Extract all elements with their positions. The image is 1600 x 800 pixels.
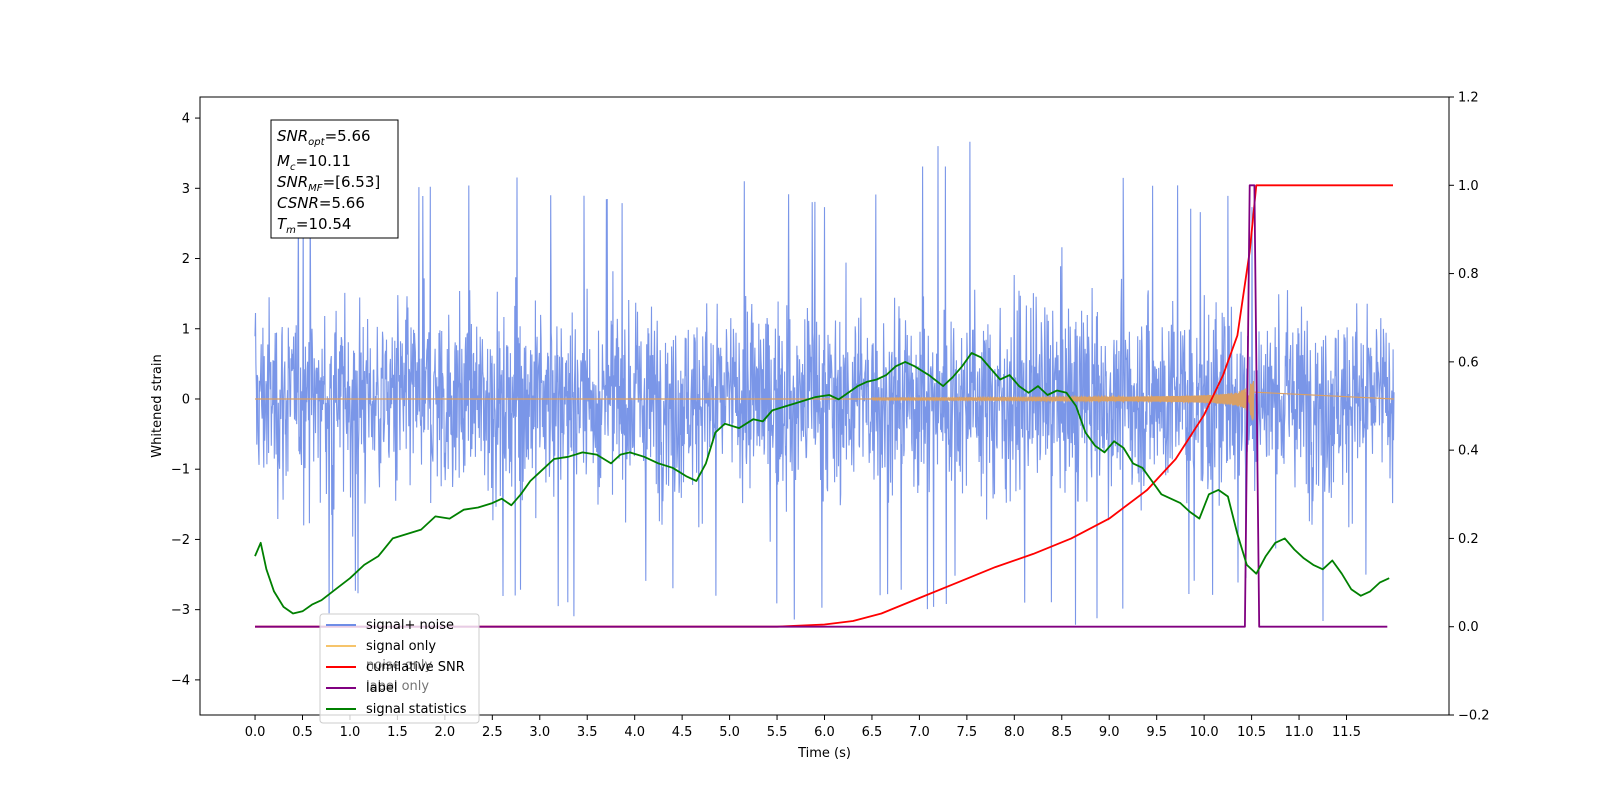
x-tick-label: 1.5 <box>387 725 408 740</box>
y-tick-label: 1 <box>182 322 190 337</box>
legend-label-signal-noise: signal+ noise <box>366 618 454 633</box>
x-tick-label: 7.5 <box>957 725 978 740</box>
x-axis-label: Time (s) <box>797 746 851 761</box>
x-tick-label: 9.5 <box>1146 725 1167 740</box>
y-tick-label: −3 <box>171 603 190 618</box>
y-tick-label: −4 <box>171 673 190 688</box>
x-tick-label: 9.0 <box>1099 725 1120 740</box>
info-box-frame <box>270 119 399 239</box>
x-tick-label: 10.5 <box>1237 725 1266 740</box>
x-tick-label: 3.0 <box>529 725 550 740</box>
x-tick-label: 3.5 <box>577 725 598 740</box>
y2-tick-label: 0.8 <box>1458 267 1479 282</box>
y-tick-label: 3 <box>182 182 190 197</box>
info-tm: Tm=10.54 <box>277 215 351 236</box>
legend-frame <box>319 613 480 724</box>
x-tick-label: 5.0 <box>719 725 740 740</box>
x-tick-label: 4.0 <box>624 725 645 740</box>
legend-label-signal-statistics: signal statistics <box>366 702 467 717</box>
x-tick-label: 1.0 <box>340 725 361 740</box>
x-tick-label: 11.5 <box>1332 725 1361 740</box>
x-tick-label: 7.0 <box>909 725 930 740</box>
info-mc: Mc=10.11 <box>277 152 351 173</box>
info-snr-opt-value: =5.66 <box>325 127 371 145</box>
legend-ghost-label-only: label only <box>366 679 429 694</box>
legend-label-label: label <box>366 681 397 696</box>
y-tick-label: 4 <box>182 112 190 127</box>
plot-area <box>254 141 1395 628</box>
series-signal-statistics <box>254 352 1390 615</box>
legend-label-cumulative-snr: cumilative SNR <box>366 660 465 675</box>
legend-ghost-noise-only: noise only <box>366 658 433 673</box>
legend-entry-signal-only: signal only <box>326 639 436 654</box>
y2-axis-ticks: −0.2 0.0 0.2 0.4 0.6 0.8 1.0 1.2 <box>1449 91 1490 724</box>
legend-entry-signal-statistics: signal statistics <box>326 702 467 717</box>
info-csnr: CSNR=5.66 <box>277 194 365 212</box>
info-snr-opt: SNRopt=5.66 <box>277 127 371 148</box>
y-tick-label: 2 <box>182 252 190 267</box>
legend-entry-cumulative-snr: cumilative SNR <box>326 660 465 675</box>
x-tick-label: 2.5 <box>482 725 503 740</box>
info-snr-mf-value: =[6.53] <box>323 173 381 191</box>
series-signal-only <box>255 380 1395 421</box>
y2-tick-label: 1.0 <box>1458 179 1479 194</box>
series-signal-noise <box>254 141 1395 625</box>
series-cumulative-snr <box>255 184 1393 628</box>
x-tick-label: 0.0 <box>245 725 266 740</box>
x-tick-label: 2.0 <box>435 725 456 740</box>
x-tick-label: 11.0 <box>1285 725 1314 740</box>
series-label <box>255 184 1388 628</box>
y-axis-label: Whitened strain <box>150 354 165 457</box>
x-tick-label: 8.5 <box>1051 725 1072 740</box>
legend-label-signal-only: signal only <box>366 639 436 654</box>
y-tick-label: 0 <box>182 392 190 407</box>
legend-entry-signal-noise: signal+ noise <box>326 618 454 633</box>
info-snr-mf: SNRMF=[6.53] <box>277 173 380 194</box>
legend: noise only label only signal+ noise sign… <box>319 613 480 724</box>
x-tick-label: 5.5 <box>767 725 788 740</box>
y2-tick-label: 1.2 <box>1458 91 1479 106</box>
y2-tick-label: −0.2 <box>1458 709 1490 724</box>
info-box: SNRopt=5.66 Mc=10.11 SNRMF=[6.53] CSNR=5… <box>270 119 399 239</box>
y2-tick-label: 0.4 <box>1458 444 1479 459</box>
x-axis-ticks: 0.0 0.5 1.0 1.5 2.0 2.5 3.0 3.5 4.0 4.5 5.0 5.5 6.0 6… <box>245 715 1361 740</box>
x-tick-label: 6.5 <box>862 725 883 740</box>
y2-tick-label: 0.2 <box>1458 532 1479 547</box>
y2-tick-label: 0.6 <box>1458 355 1479 370</box>
info-mc-value: =10.11 <box>295 152 351 170</box>
y-tick-label: −2 <box>171 533 190 548</box>
x-tick-label: 8.0 <box>1004 725 1025 740</box>
y-axis-ticks: −4 −3 −2 −1 0 1 2 3 4 <box>171 112 200 688</box>
x-tick-label: 0.5 <box>292 725 313 740</box>
x-tick-label: 4.5 <box>672 725 693 740</box>
info-tm-value: =10.54 <box>296 215 352 233</box>
info-csnr-value: =5.66 <box>319 194 365 212</box>
y-tick-label: −1 <box>171 463 190 478</box>
x-tick-label: 10.0 <box>1190 725 1219 740</box>
x-tick-label: 6.0 <box>814 725 835 740</box>
y2-tick-label: 0.0 <box>1458 620 1479 635</box>
legend-entry-label: label <box>326 681 397 696</box>
